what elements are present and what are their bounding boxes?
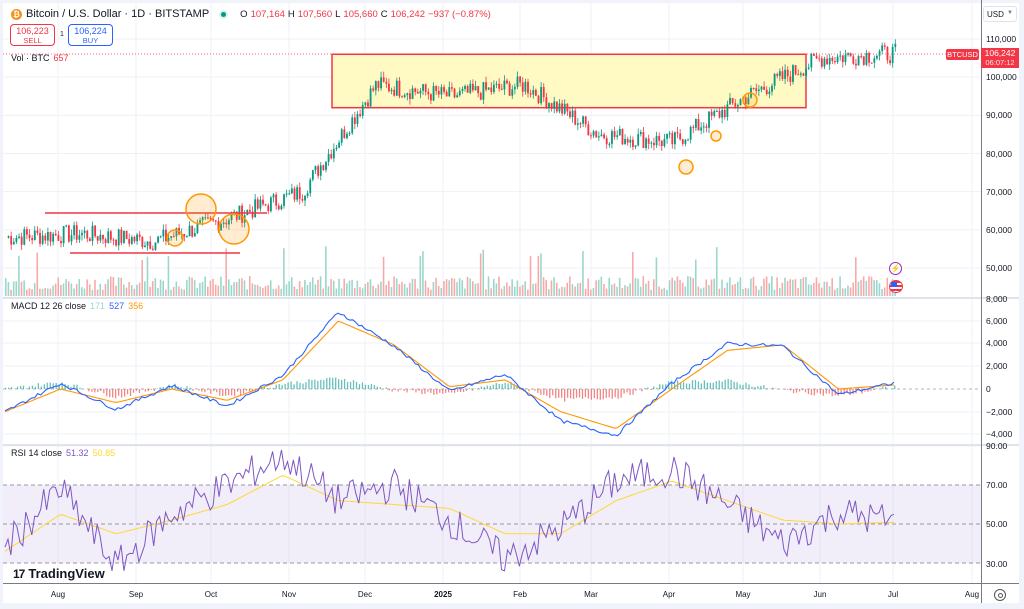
rsi-pane bbox=[3, 449, 981, 572]
market-status-icon bbox=[219, 9, 229, 19]
chart-settings-icon[interactable] bbox=[994, 589, 1006, 601]
rsi-value: 51.32 bbox=[66, 448, 89, 458]
price-tick: 80,000 bbox=[986, 149, 1012, 159]
time-axis[interactable] bbox=[3, 583, 1019, 584]
time-tick: Oct bbox=[204, 590, 218, 599]
tradingview-logo[interactable]: 17 TradingView bbox=[13, 566, 105, 581]
time-tick: Nov bbox=[281, 590, 297, 599]
frame-border-right bbox=[1019, 0, 1024, 609]
time-tick: Dec bbox=[357, 590, 373, 599]
pane-separators bbox=[3, 297, 1019, 446]
price-candles bbox=[7, 39, 897, 251]
time-tick: Aug bbox=[964, 590, 980, 599]
time-tick: Apr bbox=[662, 590, 676, 599]
symbol-legend[interactable]: ₿ Bitcoin / U.S. Dollar · 1D · BITSTAMP … bbox=[11, 8, 491, 20]
spread-value: 1 bbox=[60, 31, 64, 38]
macd-pane bbox=[3, 312, 981, 437]
currency-selector[interactable]: USD ▼ bbox=[983, 6, 1017, 22]
time-tick: Feb bbox=[513, 590, 527, 599]
volume-tick: 8,000 bbox=[986, 294, 1008, 304]
price-tick: 50,000 bbox=[986, 263, 1012, 273]
us-flag-event-icon[interactable] bbox=[889, 280, 903, 293]
time-tick: 2025 bbox=[434, 590, 452, 599]
price-tick: 90,000 bbox=[986, 110, 1012, 120]
sell-label: SELL bbox=[23, 36, 42, 45]
change-value: −937 (−0.87%) bbox=[427, 8, 491, 20]
price-tick: 100,000 bbox=[986, 72, 1017, 82]
macd-value: 527 bbox=[109, 301, 125, 311]
rsi-legend[interactable]: RSI 14 close 51.32 50.85 bbox=[11, 448, 116, 458]
macd-tick: 6,000 bbox=[986, 316, 1008, 326]
sell-price: 106,223 bbox=[16, 26, 49, 36]
macd-tick: −2,000 bbox=[986, 407, 1013, 417]
time-tick: Mar bbox=[584, 590, 598, 599]
price-tick: 70,000 bbox=[986, 187, 1012, 197]
range-zone-rectangle bbox=[3, 53, 946, 109]
tradingview-mark-icon: 17 bbox=[13, 566, 25, 581]
macd-tick: 0 bbox=[986, 384, 991, 394]
volume-value: 657 bbox=[53, 53, 69, 63]
rsi-tick: 90.00 bbox=[986, 441, 1008, 451]
frame-border-bottom bbox=[0, 603, 1024, 609]
rsi-tick: 70.00 bbox=[986, 480, 1008, 490]
lightning-event-icon[interactable]: ⚡ bbox=[889, 262, 902, 275]
bar-countdown: 06:07:12 bbox=[985, 58, 1015, 67]
rsi-tick: 50.00 bbox=[986, 519, 1008, 529]
macd-tick: 2,000 bbox=[986, 361, 1008, 371]
buy-label: BUY bbox=[82, 36, 99, 45]
buy-price: 106,224 bbox=[74, 26, 107, 36]
time-tick: Sep bbox=[128, 590, 144, 599]
macd-tick: −4,000 bbox=[986, 429, 1013, 439]
bitcoin-icon: ₿ bbox=[11, 8, 22, 20]
price-tick: 60,000 bbox=[986, 225, 1012, 235]
price-axis[interactable] bbox=[981, 0, 1019, 603]
time-tick: Jun bbox=[813, 590, 827, 599]
macd-signal-value: 356 bbox=[128, 301, 144, 311]
rsi-tick: 30.00 bbox=[986, 559, 1008, 569]
rsi-ma-value: 50.85 bbox=[92, 448, 116, 458]
time-tick: Jul bbox=[887, 590, 899, 599]
volume-legend[interactable]: Vol · BTC 657 bbox=[11, 53, 69, 63]
chevron-down-icon: ▼ bbox=[1007, 10, 1013, 16]
last-price-tag: 106,242 06:07:12 bbox=[981, 48, 1019, 68]
ohlc-values: O 107,164 H 107,560 L 105,660 C 106,242 −937… bbox=[240, 8, 491, 20]
macd-hist-value: 171 bbox=[90, 301, 106, 311]
volume-bars bbox=[5, 246, 896, 296]
frame-border-top bbox=[0, 0, 1024, 3]
symbol-title: Bitcoin / U.S. Dollar · 1D · BITSTAMP bbox=[26, 8, 210, 20]
time-tick: Aug bbox=[50, 590, 66, 599]
drawings bbox=[45, 92, 758, 254]
buy-button[interactable]: 106,224 BUY bbox=[68, 24, 113, 46]
macd-tick: 4,000 bbox=[986, 338, 1008, 348]
symbol-price-tag: BTCUSD bbox=[946, 49, 979, 60]
time-tick: May bbox=[735, 590, 751, 599]
macd-legend[interactable]: MACD 12 26 close 171 527 356 bbox=[11, 301, 144, 311]
price-tick: 110,000 bbox=[986, 34, 1017, 44]
sell-button[interactable]: 106,223 SELL bbox=[10, 24, 55, 46]
frame-border-left bbox=[0, 0, 3, 609]
